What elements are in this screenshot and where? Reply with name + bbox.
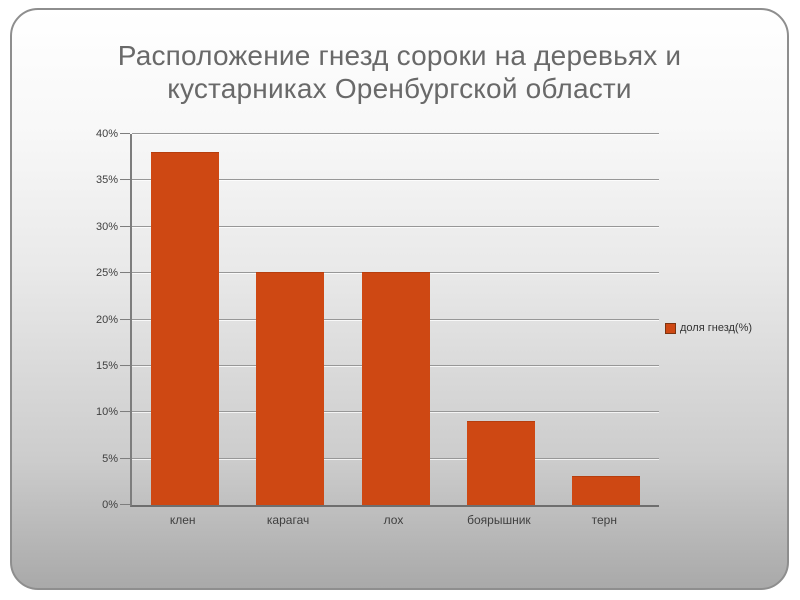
y-axis-tick-label: 20% <box>95 313 118 326</box>
y-tick-mark <box>120 179 130 181</box>
x-axis-category-label: клен <box>169 513 196 527</box>
bar-клен <box>150 151 219 505</box>
legend: доля гнезд(%) <box>665 322 752 334</box>
y-tick-mark <box>120 272 130 274</box>
y-axis-tick-label: 25% <box>95 267 118 280</box>
y-axis-tick-label: 15% <box>95 359 118 372</box>
y-axis-tick-label: 30% <box>95 220 118 233</box>
y-axis-tick-label: 10% <box>95 406 118 419</box>
x-axis-category-label: терн <box>591 513 617 527</box>
y-axis-tick-label: 40% <box>95 128 118 140</box>
gridline <box>132 225 659 227</box>
gridline <box>132 179 659 181</box>
y-axis-labels: 0% 5% 10% 15% 20% 25% 30% 35% 40% <box>70 128 118 511</box>
y-axis-tick-label: 5% <box>102 452 118 465</box>
x-axis-category-label: лох <box>383 513 404 527</box>
bar-карагач <box>256 272 325 505</box>
plot-area <box>120 133 659 507</box>
legend-swatch-icon <box>665 322 676 334</box>
y-tick-mark <box>120 133 130 134</box>
slide-card: Расположение гнезд сороки на деревьях и … <box>10 8 789 590</box>
y-tick-mark <box>120 504 130 505</box>
slide-title: Расположение гнезд сороки на деревьях и … <box>117 40 682 104</box>
y-tick-mark <box>120 225 130 227</box>
bar-боярышник <box>466 420 535 505</box>
y-axis-tick-label: 0% <box>102 499 118 511</box>
y-tick-mark <box>120 457 130 459</box>
x-axis-category-label: боярышник <box>467 513 531 527</box>
y-tick-mark <box>120 364 130 366</box>
y-axis-tick-label: 35% <box>95 174 118 187</box>
x-axis-category-label: карагач <box>266 513 310 527</box>
y-tick-mark <box>120 318 130 320</box>
legend-label: доля гнезд(%) <box>680 322 753 334</box>
y-tick-mark <box>120 411 130 413</box>
bar-терн <box>572 476 641 505</box>
bar-лох <box>361 272 430 505</box>
gridline <box>132 133 659 134</box>
x-axis-labels: клен карагач лох боярышник терн <box>130 513 657 533</box>
